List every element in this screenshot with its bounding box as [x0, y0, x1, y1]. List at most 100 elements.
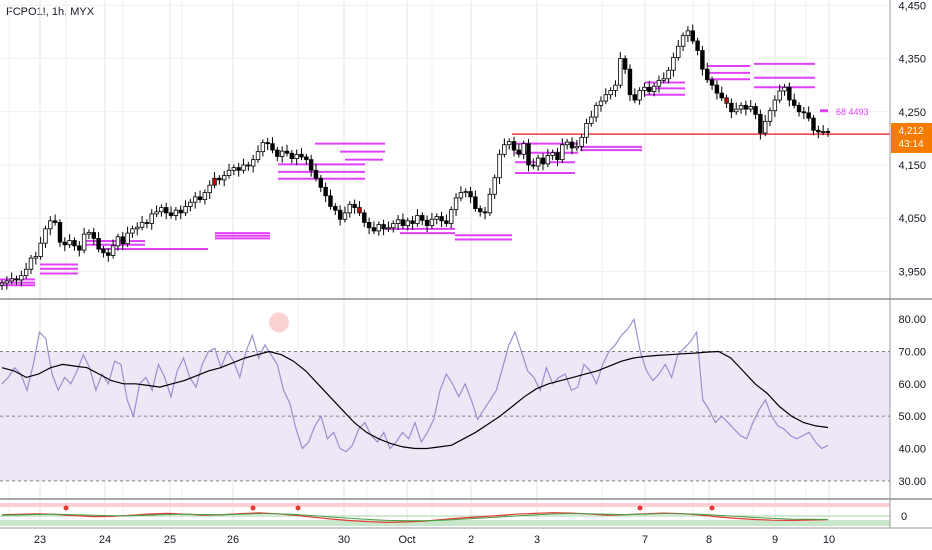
candle-body	[502, 144, 507, 155]
candle-body	[144, 222, 150, 224]
candle-body	[391, 223, 396, 229]
candle	[492, 174, 497, 200]
candle	[506, 138, 512, 150]
candle	[545, 149, 551, 168]
candle	[188, 199, 193, 212]
candle-body	[19, 275, 24, 281]
candle-body	[115, 236, 121, 247]
candle	[352, 199, 357, 214]
level-marker	[820, 109, 828, 113]
candle-body	[545, 154, 551, 165]
candle	[613, 80, 618, 97]
candle-body	[106, 252, 111, 256]
candle	[197, 190, 203, 203]
candle-body	[299, 153, 304, 158]
candle	[526, 138, 531, 172]
candle	[149, 209, 154, 230]
candle	[72, 237, 77, 251]
candle-body	[62, 241, 68, 246]
candle	[371, 221, 377, 235]
candle	[531, 158, 536, 170]
candle	[366, 217, 372, 235]
candle	[787, 82, 792, 107]
candle	[618, 52, 623, 89]
candle-body	[705, 68, 710, 81]
candle	[304, 153, 309, 165]
candle-body	[4, 280, 10, 284]
candle	[497, 149, 502, 185]
candle-body	[357, 207, 362, 214]
candle	[676, 39, 681, 61]
candle	[680, 32, 686, 52]
candle	[275, 146, 280, 162]
osc-signal-line	[1, 513, 829, 522]
candle	[313, 163, 319, 182]
candle	[429, 212, 435, 229]
candle	[574, 139, 580, 152]
candle	[357, 201, 362, 217]
candle-body	[593, 104, 599, 118]
candle	[173, 207, 179, 221]
price-tick-label: 4,250	[898, 107, 926, 119]
rsi-band	[0, 351, 890, 482]
candle	[62, 237, 68, 252]
candle	[202, 189, 208, 205]
candle	[753, 103, 758, 120]
candle-body	[110, 245, 116, 256]
candle-body	[77, 245, 82, 251]
x-tick-label: 9	[772, 534, 778, 546]
oscillator-pane[interactable]	[0, 503, 890, 526]
candle-body	[139, 222, 145, 228]
rsi-tick-label: 60.00	[898, 379, 926, 391]
candles[interactable]	[0, 24, 831, 291]
candle-body	[424, 219, 430, 227]
candle-body	[337, 209, 343, 220]
candle-body	[400, 219, 406, 227]
candle	[540, 153, 546, 171]
candle-body	[362, 212, 367, 223]
candle	[395, 214, 401, 230]
price-badge	[891, 122, 932, 153]
candle-body	[154, 211, 159, 215]
candle	[333, 203, 338, 215]
candle-body	[535, 157, 541, 167]
candle-body	[603, 94, 609, 102]
candle-body	[366, 222, 372, 229]
candle-body	[656, 79, 662, 87]
candle-body	[560, 144, 565, 161]
candle-body	[506, 141, 512, 146]
candle	[67, 234, 72, 248]
candle	[415, 209, 420, 227]
candle-body	[395, 219, 401, 224]
candle	[86, 229, 92, 239]
candle	[820, 125, 826, 136]
candle-body	[125, 232, 130, 245]
candle-body	[637, 90, 642, 101]
candle-body	[130, 228, 135, 234]
candle	[589, 110, 594, 127]
candle-body	[43, 228, 48, 244]
candle	[420, 212, 425, 226]
candle-body	[376, 224, 381, 232]
candle-body	[463, 191, 468, 194]
price-badge-value: 4,212	[898, 126, 923, 137]
candle	[43, 225, 48, 248]
candle	[48, 216, 53, 236]
candle-body	[782, 86, 787, 92]
candle-body	[825, 131, 831, 133]
candle-body	[420, 215, 425, 221]
candle	[246, 161, 251, 171]
floating-value-label: 68 4493	[836, 107, 869, 117]
candle	[560, 138, 565, 163]
osc-signal-dot	[295, 505, 301, 511]
osc-signal-dot	[250, 505, 256, 511]
candle-body	[0, 282, 5, 286]
candle-body	[217, 177, 222, 181]
candle-body	[816, 129, 821, 133]
candle-body	[724, 97, 729, 104]
candle	[77, 241, 82, 257]
candle-body	[622, 58, 628, 70]
candle	[777, 84, 782, 104]
rsi-pane[interactable]	[1, 312, 829, 453]
